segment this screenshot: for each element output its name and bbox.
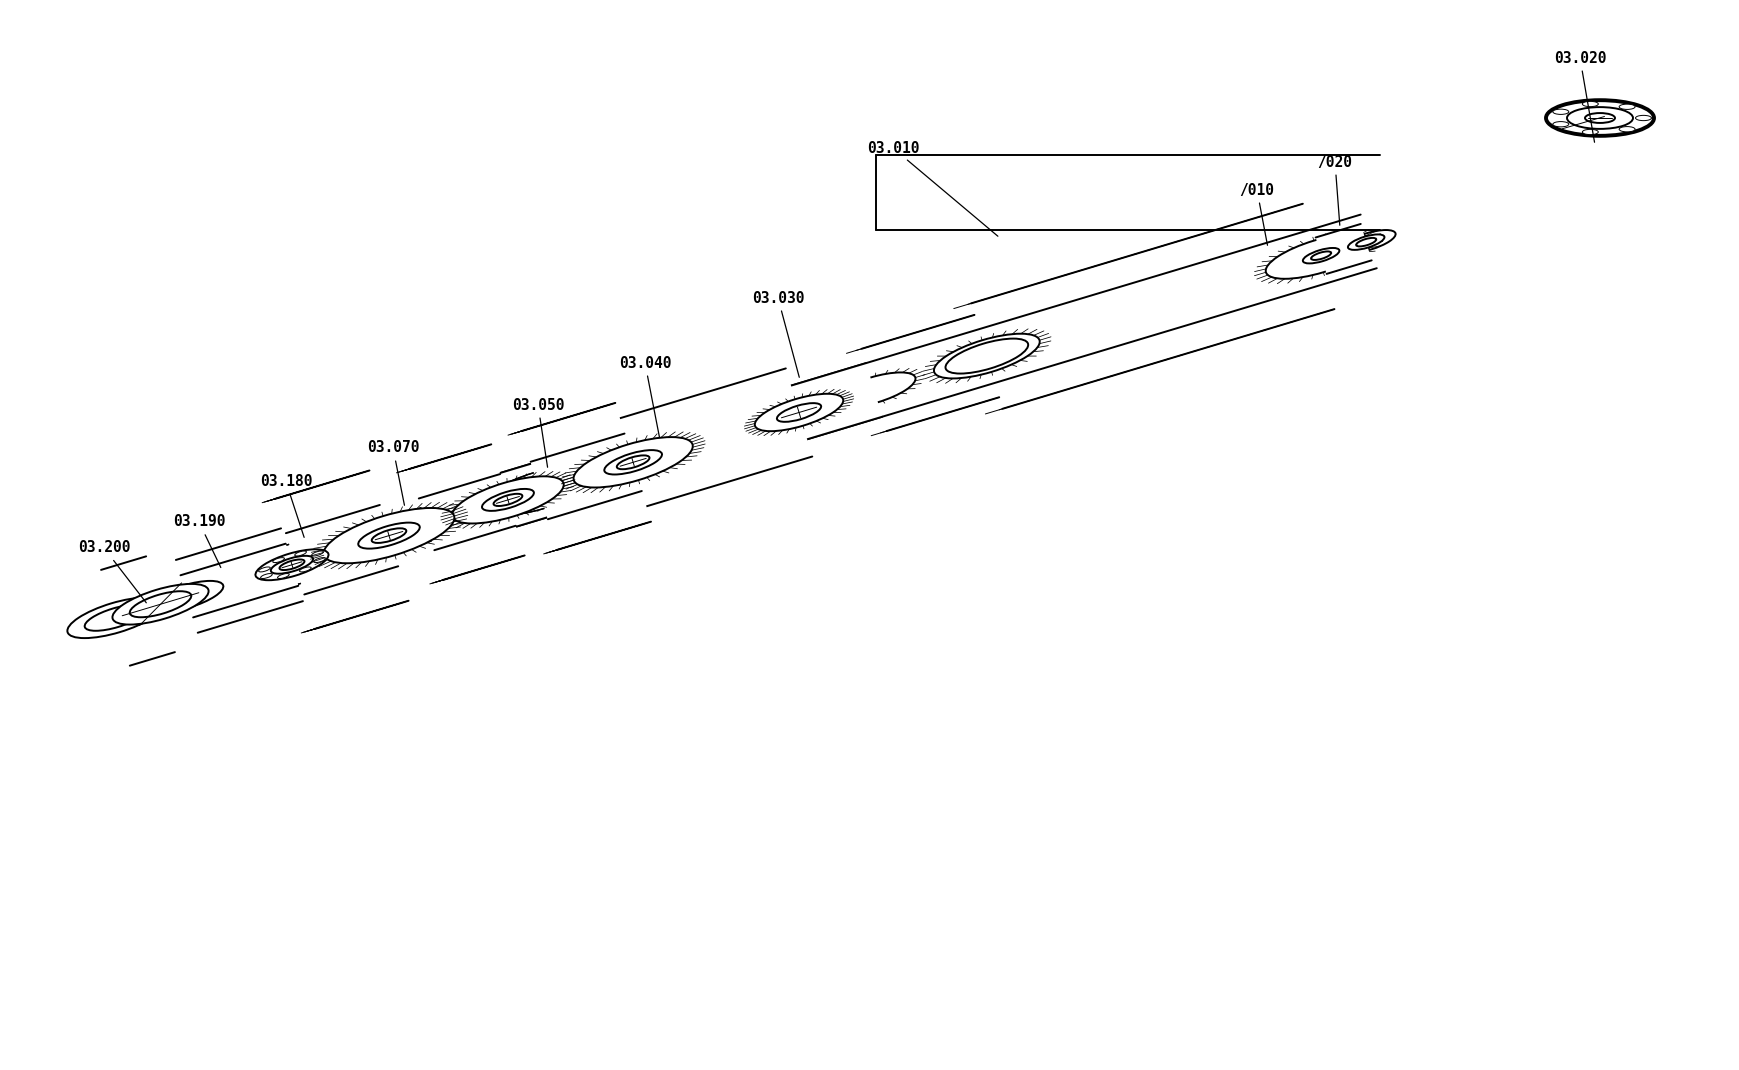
Text: 03.190: 03.190 (172, 515, 224, 567)
Ellipse shape (1551, 122, 1569, 127)
Ellipse shape (603, 450, 661, 474)
Ellipse shape (1341, 230, 1395, 253)
Ellipse shape (1303, 248, 1339, 263)
Ellipse shape (165, 587, 209, 606)
Ellipse shape (1567, 107, 1633, 128)
Ellipse shape (1355, 238, 1376, 246)
Ellipse shape (590, 459, 633, 478)
Polygon shape (496, 363, 882, 528)
Polygon shape (419, 474, 515, 550)
Ellipse shape (130, 592, 191, 617)
Ellipse shape (1635, 116, 1650, 121)
Polygon shape (101, 556, 176, 666)
Ellipse shape (934, 334, 1040, 379)
Ellipse shape (358, 522, 419, 549)
Ellipse shape (273, 557, 283, 563)
Ellipse shape (259, 567, 270, 571)
Ellipse shape (261, 574, 271, 579)
Text: /020: /020 (1316, 154, 1351, 225)
Polygon shape (176, 529, 303, 632)
Ellipse shape (1581, 102, 1598, 107)
Ellipse shape (323, 508, 454, 563)
Ellipse shape (1309, 251, 1330, 260)
Ellipse shape (294, 551, 306, 556)
Ellipse shape (198, 594, 203, 596)
Text: /010: /010 (1238, 183, 1273, 245)
Polygon shape (275, 471, 409, 629)
Ellipse shape (197, 588, 202, 591)
Polygon shape (970, 203, 1334, 409)
Text: 03.200: 03.200 (78, 540, 146, 602)
Ellipse shape (944, 338, 1028, 373)
Ellipse shape (150, 581, 223, 612)
Ellipse shape (311, 551, 323, 556)
Ellipse shape (230, 536, 360, 592)
Ellipse shape (574, 437, 692, 488)
Ellipse shape (1581, 129, 1598, 135)
Ellipse shape (372, 529, 407, 542)
Ellipse shape (755, 394, 843, 431)
Text: 03.070: 03.070 (367, 441, 419, 505)
Ellipse shape (1264, 234, 1370, 279)
Ellipse shape (510, 478, 567, 503)
Polygon shape (496, 215, 1376, 528)
Ellipse shape (68, 597, 163, 638)
Ellipse shape (1619, 126, 1635, 132)
Text: 03.180: 03.180 (259, 474, 311, 537)
Ellipse shape (1619, 104, 1635, 109)
Ellipse shape (400, 514, 452, 535)
Ellipse shape (299, 567, 311, 571)
Ellipse shape (277, 574, 289, 579)
Ellipse shape (1551, 109, 1569, 114)
Text: 03.040: 03.040 (619, 355, 671, 438)
Polygon shape (181, 544, 297, 617)
Polygon shape (861, 315, 998, 431)
Ellipse shape (452, 476, 563, 523)
Ellipse shape (833, 372, 915, 408)
Ellipse shape (113, 584, 209, 625)
Ellipse shape (480, 465, 598, 516)
Ellipse shape (567, 450, 656, 488)
Text: 03.020: 03.020 (1553, 50, 1605, 142)
Ellipse shape (256, 549, 329, 580)
Ellipse shape (278, 556, 313, 571)
Polygon shape (1315, 224, 1370, 274)
Ellipse shape (523, 484, 555, 498)
Ellipse shape (1546, 101, 1654, 136)
Ellipse shape (412, 518, 440, 531)
Ellipse shape (174, 591, 200, 601)
Ellipse shape (280, 560, 304, 570)
Polygon shape (410, 444, 525, 580)
Text: 03.010: 03.010 (866, 140, 996, 236)
Ellipse shape (313, 557, 325, 563)
Ellipse shape (1584, 113, 1614, 123)
Polygon shape (522, 403, 650, 550)
Ellipse shape (777, 403, 821, 422)
Ellipse shape (478, 489, 532, 513)
Polygon shape (530, 433, 642, 519)
Ellipse shape (494, 493, 522, 506)
Polygon shape (285, 505, 398, 595)
Text: 03.050: 03.050 (511, 397, 563, 468)
Polygon shape (598, 368, 812, 513)
Ellipse shape (1348, 234, 1384, 250)
Ellipse shape (482, 489, 534, 510)
Text: 03.030: 03.030 (751, 290, 803, 378)
Ellipse shape (85, 605, 146, 631)
Ellipse shape (478, 489, 532, 513)
Ellipse shape (370, 501, 482, 548)
Ellipse shape (264, 551, 325, 577)
Ellipse shape (616, 456, 649, 470)
Ellipse shape (271, 555, 313, 574)
